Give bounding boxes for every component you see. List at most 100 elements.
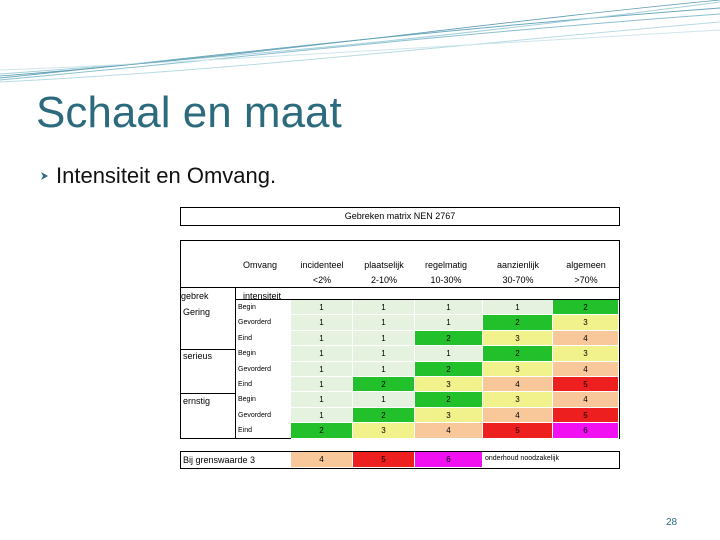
- matrix-cell: 3: [353, 423, 415, 439]
- threshold-cell: 6: [415, 452, 483, 468]
- cell-value: 1: [446, 318, 451, 328]
- matrix-cell: 4: [483, 377, 553, 393]
- group-label: ernstig: [183, 396, 211, 406]
- cell-value: 2: [515, 318, 520, 328]
- cell-value: 4: [515, 380, 520, 389]
- cell-value: 3: [381, 426, 386, 436]
- matrix-cell: 3: [415, 407, 483, 424]
- cell-value: 1: [381, 395, 386, 405]
- cell-value: 3: [515, 333, 520, 343]
- group-label: Gering: [183, 307, 211, 317]
- matrix-cell: 2: [553, 300, 619, 316]
- bullet-item: Intensiteit en Omvang.: [40, 163, 276, 189]
- matrix-cell: 1: [483, 300, 553, 316]
- matrix-cell: 4: [415, 423, 483, 439]
- cell-value: 2: [446, 333, 451, 343]
- slide-title: Schaal en maat: [36, 88, 342, 137]
- column-header: aanzienlijk: [496, 260, 540, 270]
- matrix-cell: 1: [415, 346, 483, 362]
- matrix-cell: 1: [291, 392, 353, 408]
- cell-value: 3: [515, 395, 520, 405]
- matrix-cell: 1: [291, 407, 353, 424]
- matrix-cell: 3: [483, 392, 553, 408]
- column-range: 30-70%: [502, 275, 534, 285]
- threshold-cell: 4: [291, 452, 353, 468]
- stage-label: Gevorderd: [238, 319, 272, 327]
- matrix-cell: 2: [353, 377, 415, 393]
- matrix-cell: 2: [415, 361, 483, 377]
- stage-label: Begin: [238, 350, 256, 358]
- matrix-cell: 1: [291, 315, 353, 331]
- matrix-cell: 4: [553, 392, 619, 408]
- cell-value: 1: [319, 364, 324, 374]
- stage-label: Eind: [238, 381, 253, 388]
- defect-matrix: Omvang incidenteel plaatselijk regelmati…: [180, 240, 620, 439]
- gebrek-label: gebrek: [181, 291, 209, 301]
- matrix-cell: 1: [353, 300, 415, 316]
- column-range: <2%: [312, 275, 332, 285]
- cell-value: 5: [515, 426, 520, 436]
- divider: [235, 287, 236, 438]
- matrix-cell: 2: [353, 407, 415, 424]
- cell-value: 2: [446, 395, 451, 405]
- column-header: incidenteel: [300, 260, 344, 270]
- threshold-note: onderhoud noodzakelijk: [485, 455, 559, 462]
- divider: [181, 349, 235, 350]
- matrix-cell: 1: [291, 377, 353, 393]
- cell-value: 3: [515, 364, 520, 374]
- cell-value: 1: [381, 303, 386, 312]
- matrix-cell: 3: [553, 346, 619, 362]
- matrix-cell: 1: [415, 315, 483, 331]
- stage-label: Gevorderd: [238, 411, 272, 419]
- group-label: serieus: [183, 351, 213, 361]
- cell-value: 1: [381, 364, 386, 374]
- column-range: 2-10%: [370, 275, 397, 285]
- matrix-cell: 1: [353, 330, 415, 347]
- cell-value: 5: [583, 380, 588, 389]
- cell-value: 4: [515, 410, 520, 420]
- divider: [235, 299, 619, 300]
- matrix-cell: 2: [483, 315, 553, 331]
- cell-value: 5: [583, 410, 588, 420]
- matrix-cell: 2: [415, 392, 483, 408]
- cell-value: 2: [381, 410, 386, 420]
- matrix-cell: 1: [291, 361, 353, 377]
- matrix-cell: 4: [553, 330, 619, 347]
- threshold-value: 4: [319, 455, 324, 464]
- matrix-cell: 1: [291, 346, 353, 362]
- matrix-cell: 1: [415, 300, 483, 316]
- matrix-cell: 5: [483, 423, 553, 439]
- cell-value: 1: [319, 380, 324, 389]
- matrix-cell: 2: [291, 423, 353, 439]
- cell-value: 1: [319, 410, 324, 420]
- matrix-cell: 1: [353, 346, 415, 362]
- threshold-value: 5: [381, 455, 386, 464]
- matrix-cell: 4: [483, 407, 553, 424]
- matrix-cell: 4: [553, 361, 619, 377]
- cell-value: 4: [446, 426, 451, 436]
- cell-value: 3: [583, 349, 588, 359]
- stage-label: Eind: [238, 334, 253, 342]
- matrix-cell: 1: [291, 300, 353, 316]
- cell-value: 2: [381, 380, 386, 389]
- page-number: 28: [666, 517, 678, 528]
- column-range: 10-30%: [430, 275, 462, 285]
- cell-value: 1: [515, 303, 520, 312]
- cell-value: 3: [446, 410, 451, 420]
- cell-value: 6: [583, 426, 588, 436]
- cell-value: 3: [583, 318, 588, 328]
- matrix-cell: 1: [353, 361, 415, 377]
- matrix-cell: 3: [483, 361, 553, 377]
- cell-value: 1: [319, 349, 324, 359]
- decorative-swoosh: [0, 0, 720, 83]
- cell-value: 1: [446, 349, 451, 359]
- matrix-cell: 3: [553, 315, 619, 331]
- divider: [181, 393, 235, 394]
- bullet-arrow-icon: [41, 172, 48, 180]
- matrix-cell: 5: [553, 377, 619, 393]
- column-header: regelmatig: [424, 260, 468, 270]
- cell-value: 2: [515, 349, 520, 359]
- cell-value: 4: [583, 364, 588, 374]
- cell-value: 1: [446, 303, 451, 312]
- cell-value: 1: [319, 318, 324, 328]
